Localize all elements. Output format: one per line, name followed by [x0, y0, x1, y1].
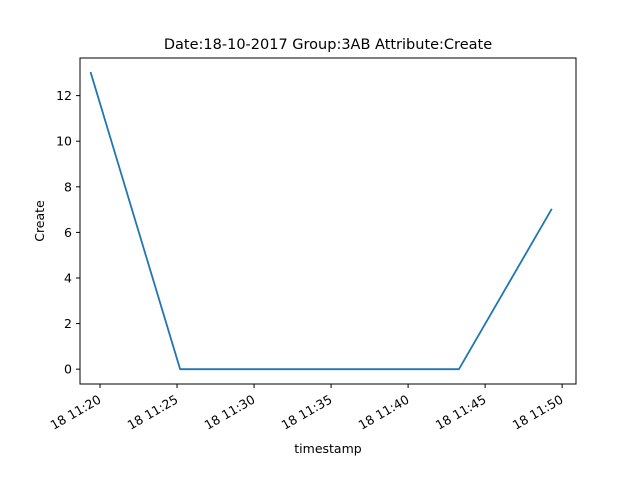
- plot-area: [79, 57, 577, 385]
- x-axis: 18 11:20 18 11:25 18 11:30 18 11:35 18 11:40…: [48, 384, 566, 433]
- y-tick-label-1: 2: [64, 316, 72, 331]
- y-tick-label-4: 8: [64, 179, 72, 194]
- x-tick-label-4: 18 11:40: [356, 392, 412, 433]
- x-axis-label: timestamp: [294, 441, 361, 456]
- chart-title: Date:18-10-2017 Group:3AB Attribute:Crea…: [164, 37, 492, 53]
- x-tick-label-2: 18 11:30: [202, 392, 258, 433]
- series-layer: [89, 71, 553, 371]
- x-tick-label-0: 18 11:20: [48, 392, 104, 433]
- x-tick-label-6: 18 11:50: [510, 392, 566, 433]
- y-tick-label-2: 4: [64, 270, 72, 285]
- y-axis: 0 2 4 6 8 10 12: [56, 88, 80, 377]
- x-tick-label-3: 18 11:35: [279, 392, 335, 433]
- x-tick-label-1: 18 11:25: [125, 392, 181, 433]
- y-axis-label: Create: [32, 200, 47, 242]
- y-tick-label-0: 0: [64, 362, 72, 377]
- y-tick-label-6: 12: [56, 88, 72, 103]
- y-tick-label-3: 6: [64, 225, 72, 240]
- series-line-0: [89, 71, 553, 371]
- y-tick-label-5: 10: [56, 134, 72, 149]
- x-tick-label-5: 18 11:45: [433, 392, 489, 433]
